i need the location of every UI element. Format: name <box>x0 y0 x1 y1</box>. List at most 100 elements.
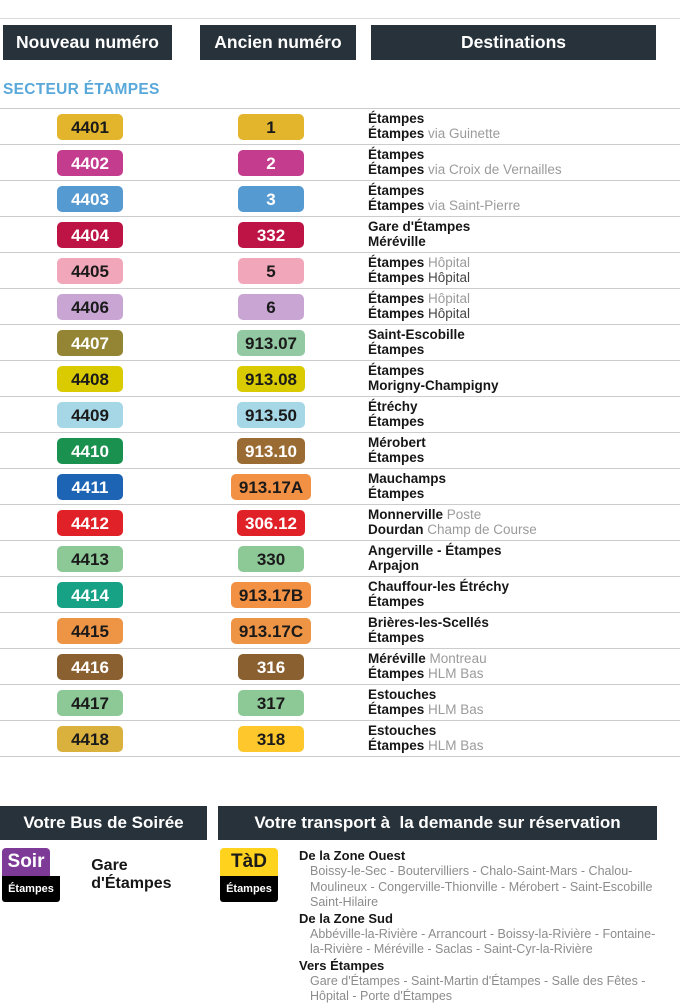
destination-segment: Étampes <box>368 341 425 357</box>
evening-bus-content: Soir Étampes Gare d'Étampes <box>0 848 207 902</box>
destination-line: Étampes <box>368 485 680 502</box>
evening-bus-header: Votre Bus de Soirée <box>0 806 207 840</box>
old-number-cell: 913.08 <box>180 365 362 392</box>
new-number-cell: 4415 <box>0 617 180 644</box>
destinations-cell: Mauchamps Étampes <box>362 471 680 502</box>
old-number-cell: 306.12 <box>180 509 362 536</box>
table-row: 4408 913.08 Étampes Morigny-Champigny <box>0 361 680 397</box>
destination-segment: Étampes <box>368 629 425 645</box>
destinations-cell: Angerville - Étampes Arpajon <box>362 543 680 574</box>
new-number-badge: 4408 <box>57 365 123 392</box>
old-number-cell: 5 <box>180 257 362 284</box>
new-number-cell: 4418 <box>0 725 180 752</box>
table-row: 4406 6 Étampes Hôpital Étampes Hôpital <box>0 289 680 325</box>
destination-segment: Étampes <box>368 485 425 501</box>
tad-content: TàD Étampes De la Zone Ouest Boissy-le-Se… <box>218 848 657 1005</box>
destination-segment: Hôpital <box>424 305 471 321</box>
tad-group-title: De la Zone Sud <box>299 910 393 926</box>
new-number-badge: 4406 <box>57 293 123 320</box>
table-row: 4404 332 Gare d'Étampes Méréville <box>0 217 680 253</box>
destination-line: Étampes <box>368 147 680 163</box>
tad-group: Vers Étampes Gare d'Étampes - Saint-Marti… <box>299 958 655 1005</box>
destination-line: Étampes Hôpital <box>368 269 680 286</box>
tad-group-title: De la Zone Ouest <box>299 848 406 863</box>
destination-segment: Hôpital <box>424 291 471 306</box>
table-row: 4414 913.17B Chauffour-les Étréchy Étampes <box>0 577 680 613</box>
destination-segment: Chauffour-les Étréchy <box>368 579 510 594</box>
destination-line: Étampes <box>368 341 680 358</box>
route-table: 4401 1 Étampes Étampes via Guinette 4402 2 Éta… <box>0 108 680 757</box>
old-number-cell: 913.17B <box>180 581 362 608</box>
old-number-cell: 913.17C <box>180 617 362 644</box>
destination-segment: Étampes <box>368 291 425 306</box>
table-row: 4409 913.50 Étréchy Étampes <box>0 397 680 433</box>
old-number-cell: 913.07 <box>180 329 362 356</box>
tad-group: De la Zone Sud Abbéville-la-Rivière - Arr… <box>299 911 655 958</box>
destination-segment: Angerville - Étampes <box>368 543 502 558</box>
old-number-badge: 317 <box>238 689 304 716</box>
destination-line: Angerville - Étampes <box>368 543 680 559</box>
destination-line: Étampes <box>368 363 680 379</box>
old-number-badge: 332 <box>238 221 304 248</box>
destinations-cell: Étampes Étampes via Guinette <box>362 111 680 141</box>
new-number-badge: 4417 <box>57 689 123 716</box>
old-number-badge: 306.12 <box>237 509 305 536</box>
destination-segment: Étréchy <box>368 399 418 414</box>
soir-badge: Soir <box>2 848 50 876</box>
evening-bus-panel: Votre Bus de Soirée Soir Étampes Gare d'… <box>0 806 207 1005</box>
destination-segment: Monnerville <box>368 507 444 522</box>
destination-line: Étampes HLM Bas <box>368 666 680 682</box>
old-number-badge: 913.08 <box>237 365 305 392</box>
old-number-badge: 6 <box>238 293 304 320</box>
destinations-cell: Mérobert Étampes <box>362 435 680 465</box>
destination-segment: Hôpital <box>424 269 471 285</box>
old-number-badge: 316 <box>238 653 304 680</box>
destinations-cell: Estouches Étampes HLM Bas <box>362 687 680 718</box>
new-number-cell: 4402 <box>0 149 180 176</box>
tad-badge: TàD <box>220 848 278 876</box>
tad-group-line: Boissy-le-Sec - Boutervilliers - Chalo-S… <box>310 864 633 878</box>
tad-group-line: Saint-Hilaire <box>310 895 379 909</box>
destination-segment: Estouches <box>368 687 437 702</box>
destinations-cell: Saint-Escobille Étampes <box>362 327 680 358</box>
old-number-cell: 318 <box>180 725 362 752</box>
tad-group-line: la-Rivière - Méréville - Saclas - Saint-… <box>310 942 593 956</box>
destination-segment: Hôpital <box>424 255 471 270</box>
destinations-cell: Étampes Morigny-Champigny <box>362 363 680 393</box>
old-number-badge: 913.17B <box>230 581 312 608</box>
destination-segment: HLM Bas <box>424 701 484 717</box>
destination-line: Arpajon <box>368 558 680 574</box>
new-number-badge: 4409 <box>57 401 123 428</box>
section-title: SECTEUR ÉTAMPES <box>3 81 160 98</box>
destinations-cell: Gare d'Étampes Méréville <box>362 219 680 249</box>
old-number-cell: 913.50 <box>180 401 362 428</box>
destination-segment: Étampes <box>368 363 425 378</box>
new-number-cell: 4417 <box>0 689 180 716</box>
destination-segment: Gare d'Étampes <box>368 219 471 234</box>
new-number-badge: 4407 <box>57 329 123 356</box>
destination-segment: Brières-les-Scellés <box>368 615 489 630</box>
tad-logo: TàD Étampes <box>220 848 282 902</box>
destination-line: Étampes <box>368 414 680 430</box>
destination-segment: Estouches <box>368 723 437 738</box>
new-number-cell: 4408 <box>0 365 180 392</box>
new-number-cell: 4411 <box>0 473 180 500</box>
tad-header: Votre transport à la demande sur réserva… <box>218 806 657 840</box>
destination-segment: Étampes <box>368 269 425 285</box>
destination-line: Gare d'Étampes <box>368 219 680 235</box>
old-number-badge: 913.07 <box>237 329 305 356</box>
column-headers: Nouveau numéro Ancien numéro Destination… <box>3 25 656 60</box>
destination-line: Mauchamps <box>368 471 680 487</box>
destination-line: Dourdan Champ de Course <box>368 522 680 538</box>
new-number-cell: 4404 <box>0 221 180 248</box>
destination-line: Étampes HLM Bas <box>368 701 680 718</box>
destination-line: Brières-les-Scellés <box>368 615 680 631</box>
destination-segment: Étampes <box>368 111 425 126</box>
table-row: 4401 1 Étampes Étampes via Guinette <box>0 109 680 145</box>
destination-line: Étampes Hôpital <box>368 291 680 307</box>
destination-line: Étampes <box>368 594 680 610</box>
new-number-badge: 4416 <box>57 653 123 680</box>
destination-line: Étampes <box>368 629 680 646</box>
table-row: 4405 5 Étampes Hôpital Étampes Hôpital <box>0 253 680 289</box>
destination-segment: Étampes <box>368 449 425 465</box>
